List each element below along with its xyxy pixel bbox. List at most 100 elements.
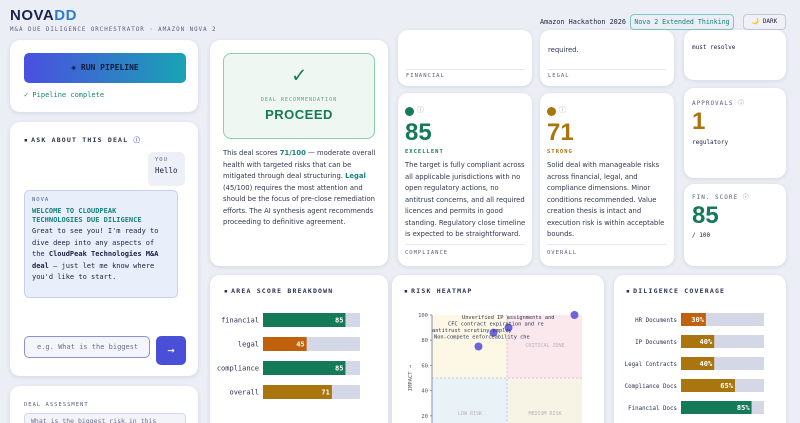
approvals-value: 1 — [692, 108, 706, 135]
value-label: 40% — [700, 360, 713, 368]
quadrant — [507, 378, 582, 423]
category-label: HR Documents — [635, 318, 677, 324]
category-label: Financial Docs — [628, 406, 677, 412]
point-label: CFC contract expiration and re — [448, 322, 544, 328]
legal-snippet: required. — [548, 46, 579, 54]
category-label: legal — [238, 341, 259, 349]
user-label: YOU — [155, 157, 168, 163]
recommendation-verdict: PROCEED — [265, 107, 333, 122]
approvals-card: APPROVALS ⓘ 1 regulatory — [684, 88, 786, 178]
run-pipeline-button[interactable]: ◈ RUN PIPELINE — [24, 53, 186, 83]
info-icon: ⓘ — [417, 106, 424, 114]
risk-point — [489, 328, 498, 337]
category-label: Legal Contracts — [625, 362, 677, 368]
y-tick-label: 20 — [421, 414, 428, 420]
heatmap-card: RISK HEATMAP CRITICAL ZONE LOW RISK MEDIUM… — [392, 275, 604, 423]
fin-score-label-text: FIN. SCORE — [692, 194, 739, 201]
fin-score-card: FIN. SCORE ⓘ 85 / 100 — [684, 184, 786, 266]
fin-score-label: FIN. SCORE ⓘ — [692, 194, 750, 201]
logo: NOVADD — [10, 7, 77, 24]
y-tick-label: 40 — [421, 389, 428, 395]
score-grade: STRONG — [547, 149, 573, 155]
score-label: OVERALL — [547, 244, 667, 256]
text-part: (45/100) requires the most attention and… — [223, 183, 375, 227]
model-pill: Nova 2 Extended Thinking — [630, 14, 734, 30]
risk-point — [570, 311, 579, 319]
value-label: 40% — [700, 338, 713, 346]
value-label: 65% — [720, 382, 733, 390]
area-chart: financial 85 legal 45 compliance 85 overall 71 — [217, 313, 360, 399]
quadrant — [432, 378, 507, 423]
y-tick-label: 60 — [421, 363, 428, 369]
risk-point — [474, 342, 483, 351]
text-part: This deal scores — [223, 149, 280, 157]
bot-label: NOVA — [32, 197, 50, 203]
fin-score-value: 85 — [692, 202, 719, 229]
category-label: overall — [229, 389, 259, 397]
bot-bubble: NOVA WELCOME TO CLOUDPEAK TECHNOLOGIES D… — [24, 190, 178, 298]
y-tick-label: 80 — [421, 338, 428, 344]
assessment-title: DEAL ASSESSMENT — [24, 402, 89, 408]
logo-b: DD — [54, 7, 77, 24]
chat-input[interactable]: e.g. What is the biggest — [24, 336, 150, 358]
bar — [263, 313, 346, 327]
value-label: 30% — [691, 316, 704, 324]
recommendation-label: DEAL RECOMMENDATION — [260, 97, 338, 103]
conditions-card: must resolve — [684, 30, 786, 80]
approvals-label: APPROVALS ⓘ — [692, 100, 746, 107]
bot-text-bold: CloudPeak Technologies M&A deal — [32, 250, 159, 270]
assessment-card: DEAL ASSESSMENT What is the biggest risk… — [10, 386, 198, 423]
point-label: Non-compete enforceability che — [434, 335, 530, 341]
value-label: 85% — [737, 404, 750, 412]
coverage-card: DILIGENCE COVERAGE HR Documents 30% IP Doc… — [614, 275, 786, 423]
coverage-chart: HR Documents 30% IP Documents 40% Legal Cont… — [625, 313, 764, 414]
heatmap-chart: CRITICAL ZONE LOW RISK MEDIUM RISK 20 40 60 80… — [408, 311, 582, 423]
chat-title: ASK ABOUT THIS DEAL ⓘ — [24, 134, 141, 144]
logo-a: NOVA — [10, 7, 55, 24]
bar — [263, 385, 332, 399]
bot-text: — just let me know where you'd like to s… — [32, 261, 155, 282]
recommendation-card: ✓ DEAL RECOMMENDATION PROCEED This deal … — [210, 40, 388, 266]
score-label: COMPLIANCE — [405, 244, 525, 256]
send-button[interactable]: → — [156, 336, 186, 365]
chart-title: AREA SCORE BREAKDOWN — [224, 287, 333, 295]
recommendation-box: ✓ DEAL RECOMMENDATION PROCEED — [223, 53, 375, 139]
info-icon: ⓘ — [559, 106, 566, 114]
fin-score-unit: / 100 — [692, 232, 711, 239]
score-dot — [547, 107, 556, 116]
score-value: 85 — [405, 119, 432, 146]
financial-card: FINANCIAL — [398, 30, 532, 86]
bot-message: Great to see you! I'm ready to dive deep… — [32, 226, 170, 284]
theme-button[interactable]: 🌙 DARK — [743, 14, 786, 30]
bar — [263, 361, 346, 375]
bot-text: Great to see you! I'm ready to dive deep… — [32, 227, 159, 258]
financial-label: FINANCIAL — [406, 69, 524, 79]
area-chart-card: AREA SCORE BREAKDOWN financial 85 legal 45 c… — [210, 275, 388, 423]
score-dot — [405, 107, 414, 116]
user-message: Hello — [155, 166, 178, 175]
quadrant-label: CRITICAL ZONE — [525, 343, 564, 349]
recommendation-icon: ✓ — [292, 63, 306, 88]
category-label: compliance — [217, 365, 259, 373]
category-label: Compliance Docs — [625, 384, 677, 390]
approvals-unit: regulatory — [692, 139, 729, 146]
quadrant — [507, 315, 582, 378]
point-label: antitrust scrutiny employ — [432, 328, 512, 334]
user-bubble: YOU Hello — [148, 152, 185, 186]
score-card: ⓘ 85 EXCELLENT The target is fully complian… — [398, 93, 532, 266]
bar — [681, 357, 715, 370]
text-area: Legal — [345, 172, 366, 180]
pipeline-status: ✓ Pipeline complete — [24, 91, 105, 99]
score-text: Solid deal with manageable risks across … — [547, 161, 665, 238]
bar — [681, 313, 706, 326]
bar — [681, 379, 735, 392]
category-label: financial — [221, 317, 259, 325]
score-value: 71 — [547, 119, 574, 146]
point-label: Unverified IP assignments and — [462, 315, 554, 321]
conditions-snippet: must resolve — [692, 44, 736, 51]
assessment-input[interactable]: What is the biggest risk in this deal? — [24, 413, 186, 423]
subtitle: M&A DUE DILIGENCE ORCHESTRATOR · AMAZON … — [10, 27, 217, 33]
score-text: The target is fully compliant across all… — [405, 161, 526, 238]
quadrant-label: MEDIUM RISK — [528, 411, 561, 417]
